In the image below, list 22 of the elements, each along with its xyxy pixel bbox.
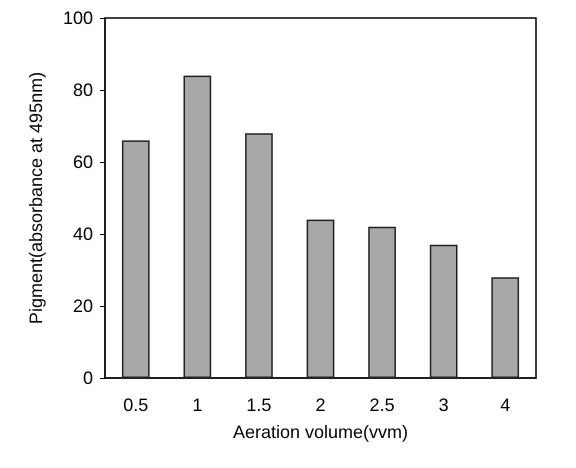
bar	[122, 140, 150, 378]
bar	[184, 76, 212, 378]
x-tick-label: 2	[315, 395, 326, 415]
bar	[245, 133, 273, 378]
x-tick-label: 4	[500, 395, 510, 415]
y-tick-label: 40	[72, 224, 93, 244]
x-tick-label: 2.5	[370, 395, 395, 415]
x-tick-label: 1.5	[246, 395, 272, 415]
x-tick-label: 1	[192, 395, 202, 415]
y-tick-label: 100	[62, 8, 93, 28]
y-tick-label: 0	[82, 368, 93, 388]
x-tick-label: 0.5	[123, 395, 148, 415]
x-tick-label: 3	[438, 395, 449, 415]
bar	[430, 244, 458, 378]
y-tick-label: 80	[72, 80, 93, 100]
x-axis-title: Aeration volume(vvm)	[232, 422, 408, 442]
y-tick-label: 20	[72, 296, 93, 316]
bar	[368, 226, 396, 378]
y-tick-label: 60	[72, 152, 93, 172]
y-axis-title: Pigment(absorbance at 495nm)	[26, 72, 46, 324]
bar	[491, 277, 520, 378]
bar	[306, 220, 334, 378]
